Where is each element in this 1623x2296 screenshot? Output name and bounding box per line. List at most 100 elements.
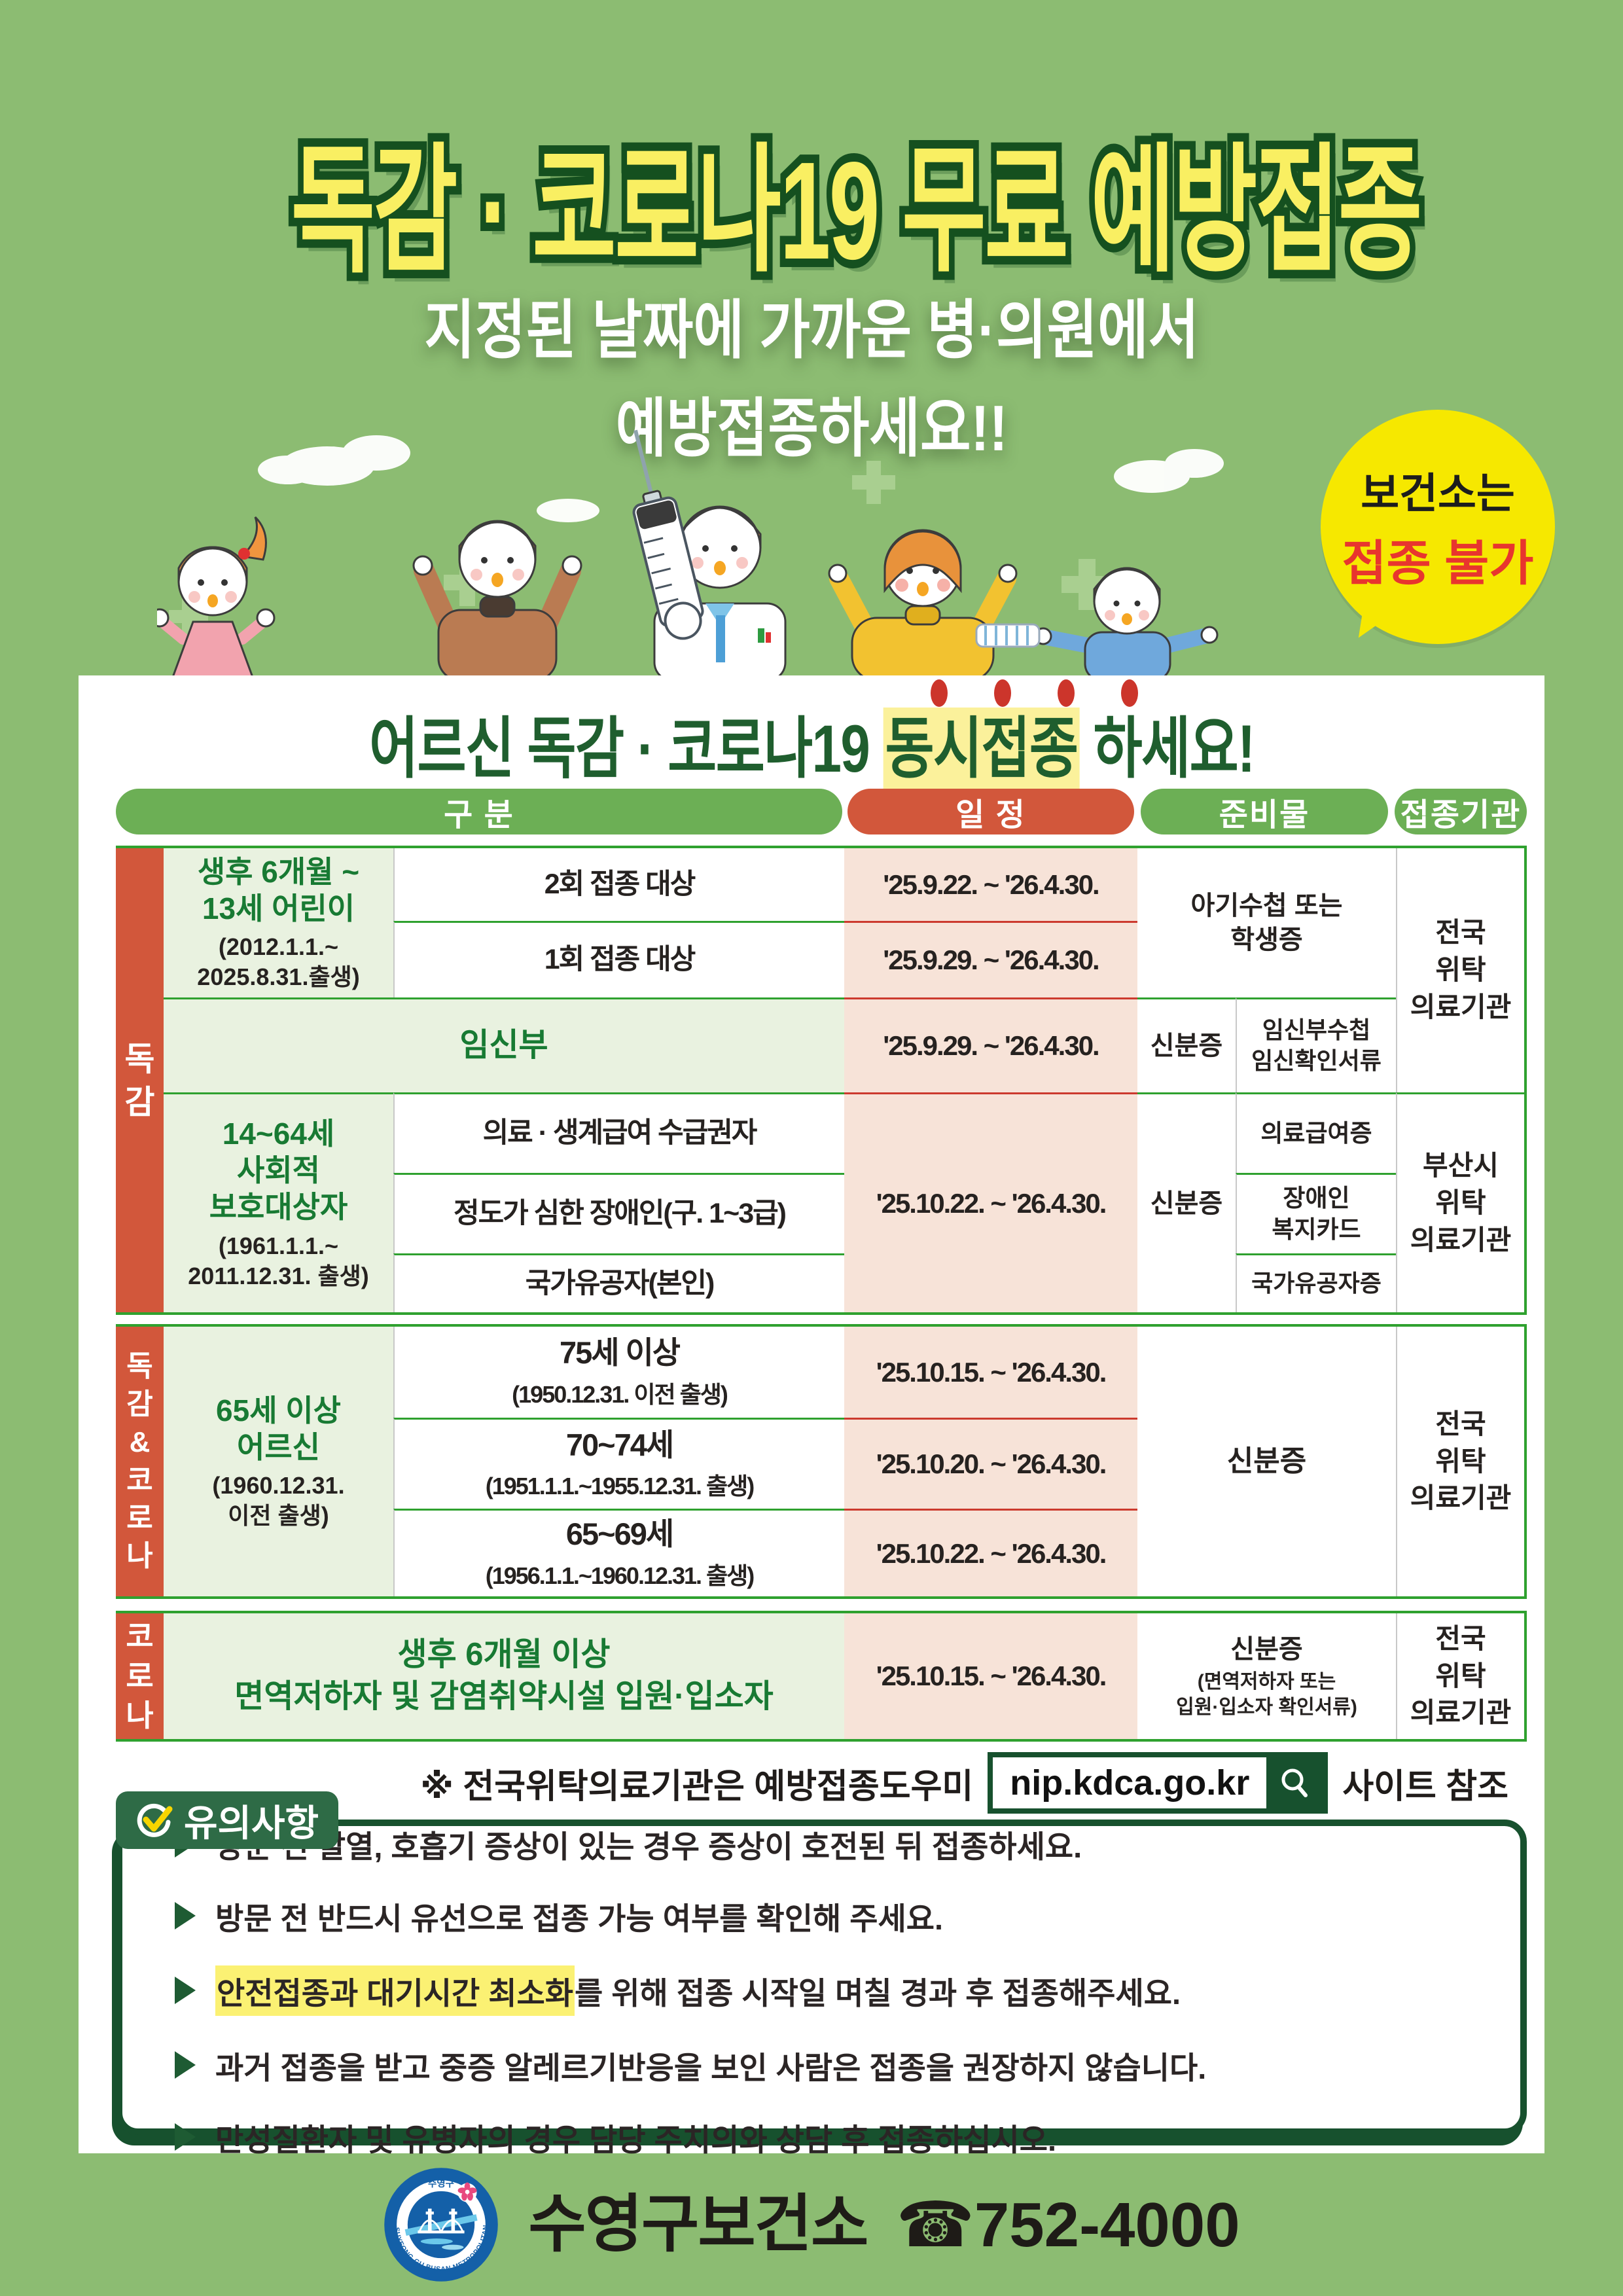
schedule-one-dose: '25.9.29. ~ '26.4.30.: [844, 921, 1137, 997]
emphasis-dot: [1121, 679, 1138, 707]
docs-pregnant-id: 신분증: [1137, 997, 1236, 1092]
docs-merit-card: 국가유공자증: [1236, 1253, 1396, 1312]
subtitle-line2: 예방접종하세요!!: [0, 376, 1623, 469]
phone-number: ☎752-4000: [896, 2190, 1240, 2260]
docs-children: 아기수첩 또는 학생증: [1190, 891, 1343, 954]
notice-item-highlight: 안전접종과 대기시간 최소화: [215, 1965, 575, 2016]
table-header-row: 구 분 일 정 준비물 접종기관: [116, 789, 1527, 834]
header-schedule: 일 정: [847, 789, 1134, 834]
bubble-line2: 접종 불가: [1342, 535, 1534, 590]
target-one-dose: 1회 접종 대상: [393, 921, 844, 997]
group-social-protection: 14~64세 사회적 보호대상자 (1961.1.1.~ 2011.12.31.…: [164, 1092, 393, 1312]
group-pregnant: 임신부: [164, 997, 844, 1092]
reference-suffix: 사이트 참조: [1342, 1767, 1508, 1806]
notice-item: 과거 접종을 받고 중증 알레르기반응을 보인 사람은 접종을 권장하지 않습니…: [175, 2043, 1474, 2088]
target-65-69: 65~69세 (1956.1.1.~1960.12.31. 출생): [393, 1509, 844, 1596]
bubble-line1: 보건소는: [1361, 469, 1515, 517]
site-url[interactable]: nip.kdca.go.kr: [993, 1757, 1267, 1808]
doctor-character: [632, 429, 787, 681]
docs-pregnant-extra: 임신부수첩 임신확인서류: [1236, 997, 1396, 1092]
institution-national-3: 전국 위탁 의료기관: [1396, 1613, 1524, 1739]
family-vaccination-illustration: [157, 429, 1224, 681]
institution-national-2: 전국 위탁 의료기관: [1396, 1327, 1524, 1596]
schedule-70-74: '25.10.20. ~ '26.4.30.: [844, 1418, 1137, 1509]
table-title-prefix: 어르신 독감 · 코로나19: [368, 711, 883, 786]
group-social-title: 14~64세 사회적 보호대상자: [209, 1117, 348, 1225]
schedule-social: '25.10.22. ~ '26.4.30.: [844, 1092, 1137, 1312]
health-center-name: 수영구보건소: [528, 2189, 868, 2260]
schedule-covid: '25.10.15. ~ '26.4.30.: [844, 1613, 1137, 1739]
notice-badge-label: 유의사항: [183, 1802, 319, 1844]
check-icon: [137, 1803, 173, 1837]
bandage-icon: [975, 623, 1041, 648]
reference-line: ※ 전국위탁의료기관은 예방접종도우미 nip.kdca.go.kr 사이트 참…: [420, 1752, 1508, 1814]
schedule-65-69: '25.10.22. ~ '26.4.30.: [844, 1509, 1137, 1596]
target-national-merit: 국가유공자(본인): [393, 1253, 844, 1312]
plus-icon: [169, 461, 1113, 636]
table-title: 어르신 독감 · 코로나19 동시접종 하세요!: [79, 695, 1544, 791]
group-children-title: 생후 6개월 ~ 13세 어린이: [197, 854, 360, 925]
group-social-sub: (1961.1.1.~ 2011.12.31. 출생): [188, 1232, 369, 1289]
notice-item-text: 를 위해 접종 시작일 며칠 경과 후 접종해주세요.: [575, 1975, 1181, 2011]
bullet-triangle-icon: [175, 2051, 196, 2079]
schedule-pregnant: '25.9.29. ~ '26.4.30.: [844, 997, 1137, 1092]
table-title-highlight: 동시접종: [882, 708, 1080, 790]
syringe-icon: [632, 429, 704, 640]
reference-prefix: ※ 전국위탁의료기관은 예방접종도우미: [420, 1767, 974, 1806]
institution-national: 전국 위탁 의료기관: [1396, 848, 1524, 1092]
group-children-sub: (2012.1.1.~ 2025.8.31.출생): [197, 933, 360, 991]
notice-badge: 유의사항: [116, 1791, 338, 1849]
man-character: [412, 520, 582, 681]
boy-character: [975, 567, 1219, 681]
docs-covid: 신분증 (면역저하자 또는 입원·입소자 확인서류): [1176, 1635, 1357, 1718]
target-75plus: 75세 이상 (1950.12.31. 이전 출생): [393, 1327, 844, 1418]
notice-item: 만성질환자 및 유병자의 경우 담당 주치의와 상담 후 접종하십시오.: [175, 2115, 1474, 2160]
woman-character: [828, 529, 1018, 681]
emphasis-dot: [994, 679, 1011, 707]
subtitle-line1: 지정된 날짜에 가까운 병·의원에서: [0, 278, 1623, 371]
docs-social-id: 신분증: [1137, 1092, 1236, 1312]
emphasis-dot: [1058, 679, 1075, 707]
target-benefit-recipient: 의료 · 생계급여 수급권자: [393, 1092, 844, 1173]
group-children: 생후 6개월 ~ 13세 어린이 (2012.1.1.~ 2025.8.31.출…: [164, 848, 393, 997]
docs-seniors: 신분증: [1226, 1445, 1307, 1478]
bullet-triangle-icon: [175, 1902, 196, 1929]
table-title-suffix: 하세요!: [1079, 711, 1255, 786]
search-button[interactable]: [1266, 1757, 1323, 1808]
subtitle-line1-text: 지정된 날짜에 가까운 병·의원에서: [424, 294, 1199, 366]
hero: 독감 · 코로나19 무료 예방접종: [0, 98, 1623, 299]
target-70-74: 70~74세 (1951.1.1.~1955.12.31. 출생): [393, 1418, 844, 1509]
info-panel: 어르신 독감 · 코로나19 동시접종 하세요! 구 분 일 정 준비물 접종기…: [79, 675, 1544, 2157]
emphasis-dot: [931, 679, 948, 707]
schedule-75plus: '25.10.15. ~ '26.4.30.: [844, 1327, 1137, 1418]
header-institution: 접종기관: [1395, 789, 1527, 834]
footer: SUYEONG-GU BUSAN METROPOLITAN CITY 수영구 수…: [0, 2153, 1623, 2296]
target-two-dose: 2회 접종 대상: [393, 848, 844, 921]
search-icon: [1281, 1768, 1308, 1797]
section-label-covid: 코 로 나: [116, 1613, 164, 1739]
notice-item: 방문 전 발열, 호흡기 증상이 있는 경우 증상이 호전된 뒤 접종하세요.: [175, 1821, 1474, 1867]
section-label-flu-covid: 독 감 & 코 로 나: [116, 1327, 164, 1596]
notice-box: 방문 전 발열, 호흡기 증상이 있는 경우 증상이 호전된 뒤 접종하세요. …: [116, 1820, 1527, 2157]
target-severe-disability: 정도가 심한 장애인(구. 1~3급): [393, 1173, 844, 1253]
group-immunocompromised: 생후 6개월 이상 면역저하자 및 감염취약시설 입원·입소자: [164, 1613, 844, 1739]
docs-disability-card: 장애인 복지카드: [1236, 1173, 1396, 1253]
site-link-box[interactable]: nip.kdca.go.kr: [988, 1752, 1329, 1814]
speech-bubble: 보건소는 접종 불가: [1321, 410, 1555, 644]
notice-item-text: 만성질환자 및 유병자의 경우 담당 주치의와 상담 후 접종하십시오.: [215, 2122, 1057, 2157]
group-seniors-title: 65세 이상 어르신: [216, 1393, 341, 1464]
group-seniors: 65세 이상 어르신 (1960.12.31. 이전 출생): [164, 1327, 393, 1596]
main-title: 독감 · 코로나19 무료 예방접종: [291, 98, 1423, 299]
bullet-triangle-icon: [175, 2123, 196, 2151]
institution-busan: 부산시 위탁 의료기관: [1396, 1092, 1524, 1312]
emphasis-dots: [931, 679, 1138, 707]
docs-medical-benefit: 의료급여증: [1236, 1092, 1396, 1173]
notice-item-text: 방문 전 반드시 유선으로 접종 가능 여부를 확인해 주세요.: [215, 1901, 944, 1936]
cloud-icon: [258, 435, 1224, 522]
suyeonggu-logo: SUYEONG-GU BUSAN METROPOLITAN CITY 수영구: [383, 2166, 499, 2282]
group-seniors-sub: (1960.12.31. 이전 출생): [212, 1472, 345, 1530]
header-documents: 준비물: [1141, 789, 1388, 834]
subtitle-line2-text: 예방접종하세요!!: [615, 392, 1008, 464]
flower-icon: [457, 2182, 477, 2201]
